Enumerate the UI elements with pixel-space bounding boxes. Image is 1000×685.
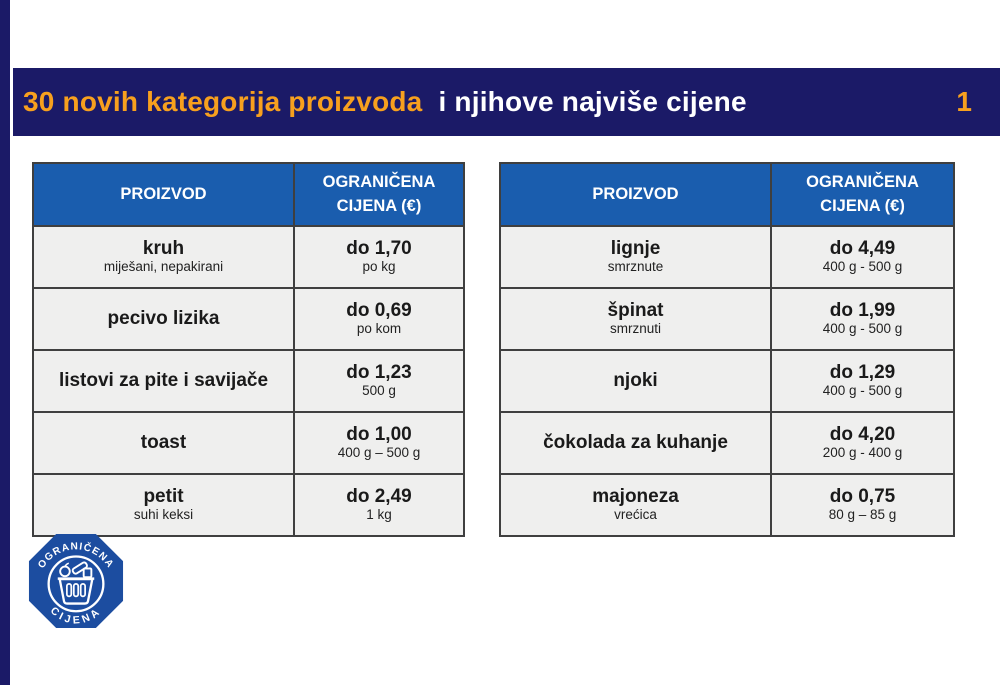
price-unit: po kg bbox=[362, 259, 396, 275]
column-header-price: OGRANIČENA CIJENA (€) bbox=[770, 162, 955, 227]
product-cell: špinat smrznuti bbox=[499, 287, 772, 351]
page-title-rest: i njihove najviše cijene bbox=[438, 86, 747, 117]
product-name: toast bbox=[140, 432, 187, 454]
product-note: miješani, nepakirani bbox=[103, 259, 224, 275]
table-row: lignje smrznute do 4,49 400 g - 500 g bbox=[499, 225, 955, 289]
table-row: listovi za pite i savijače do 1,23 500 g bbox=[32, 349, 465, 413]
page-title: 30 novih kategorija proizvoda i njihove … bbox=[23, 86, 747, 118]
column-header-product: PROIZVOD bbox=[32, 162, 295, 227]
product-note: smrznute bbox=[607, 259, 664, 275]
price-unit: 400 g - 500 g bbox=[822, 321, 903, 337]
price-unit: 1 kg bbox=[366, 507, 392, 523]
price-unit: po kom bbox=[356, 321, 402, 337]
grocery-carton-icon bbox=[82, 567, 93, 579]
product-cell: petit suhi keksi bbox=[32, 473, 295, 537]
grocery-baguette-icon bbox=[71, 561, 88, 575]
price-value: do 1,70 bbox=[346, 237, 412, 259]
product-name: špinat bbox=[607, 299, 664, 321]
price-cell: do 1,99 400 g - 500 g bbox=[770, 287, 955, 351]
price-unit: 500 g bbox=[362, 383, 396, 399]
basket-body-icon bbox=[58, 577, 94, 605]
table-row: kruh miješani, nepakirani do 1,70 po kg bbox=[32, 225, 465, 289]
page-number: 1 bbox=[956, 86, 972, 117]
table-row: njoki do 1,29 400 g - 500 g bbox=[499, 349, 955, 413]
basket-slot-icon bbox=[66, 583, 73, 598]
table-row: čokolada za kuhanje do 4,20 200 g - 400 … bbox=[499, 411, 955, 475]
price-value: do 1,00 bbox=[346, 423, 412, 445]
table-row: pecivo lizika do 0,69 po kom bbox=[32, 287, 465, 351]
product-name: čokolada za kuhanje bbox=[543, 432, 728, 454]
price-cell: do 4,20 200 g - 400 g bbox=[770, 411, 955, 475]
table-header-row: PROIZVOD OGRANIČENA CIJENA (€) bbox=[32, 162, 465, 227]
page-title-accent: 30 novih kategorija proizvoda bbox=[23, 86, 423, 117]
ogranicena-cijena-logo: OGRANIČENA CIJENA bbox=[28, 533, 124, 629]
price-value: do 0,75 bbox=[829, 485, 896, 507]
product-name: listovi za pite i savijače bbox=[58, 370, 269, 392]
price-value: do 2,49 bbox=[346, 485, 412, 507]
basket-slot-icon bbox=[72, 583, 80, 598]
price-cell: do 2,49 1 kg bbox=[293, 473, 465, 537]
price-value: do 0,69 bbox=[346, 299, 412, 321]
product-cell: njoki bbox=[499, 349, 772, 413]
logo-circle-ring bbox=[47, 555, 105, 613]
column-header-price: OGRANIČENA CIJENA (€) bbox=[293, 162, 465, 227]
octagon-shape bbox=[28, 533, 124, 629]
price-cell: do 1,29 400 g - 500 g bbox=[770, 349, 955, 413]
basket-slot-icon bbox=[79, 583, 86, 598]
column-header-product: PROIZVOD bbox=[499, 162, 772, 227]
product-cell: kruh miješani, nepakirani bbox=[32, 225, 295, 289]
price-value: do 1,23 bbox=[346, 361, 412, 383]
product-cell: majoneza vrećica bbox=[499, 473, 772, 537]
product-cell: toast bbox=[32, 411, 295, 475]
product-note: vrećica bbox=[614, 507, 657, 523]
price-value: do 4,20 bbox=[829, 423, 896, 445]
table-header-row: PROIZVOD OGRANIČENA CIJENA (€) bbox=[499, 162, 955, 227]
product-name: petit bbox=[143, 485, 184, 507]
product-name: majoneza bbox=[592, 485, 679, 507]
price-unit: 400 g - 500 g bbox=[822, 259, 903, 275]
price-unit: 400 g – 500 g bbox=[337, 445, 421, 461]
product-cell: listovi za pite i savijače bbox=[32, 349, 295, 413]
price-value: do 4,49 bbox=[829, 237, 896, 259]
price-unit: 80 g – 85 g bbox=[828, 507, 897, 523]
price-cell: do 0,69 po kom bbox=[293, 287, 465, 351]
price-value: do 1,99 bbox=[829, 299, 896, 321]
price-unit: 400 g - 500 g bbox=[822, 383, 903, 399]
price-cell: do 1,00 400 g – 500 g bbox=[293, 411, 465, 475]
apple-stem-icon bbox=[64, 562, 69, 567]
price-cell: do 1,70 po kg bbox=[293, 225, 465, 289]
product-cell: lignje smrznute bbox=[499, 225, 772, 289]
product-name: kruh bbox=[142, 237, 185, 259]
table-row: špinat smrznuti do 1,99 400 g - 500 g bbox=[499, 287, 955, 351]
slide-title-band: 30 novih kategorija proizvoda i njihove … bbox=[13, 68, 1000, 136]
table-row: majoneza vrećica do 0,75 80 g – 85 g bbox=[499, 473, 955, 537]
product-name: pecivo lizika bbox=[107, 308, 220, 330]
table-row: petit suhi keksi do 2,49 1 kg bbox=[32, 473, 465, 537]
product-cell: čokolada za kuhanje bbox=[499, 411, 772, 475]
product-name: njoki bbox=[613, 370, 658, 392]
price-cell: do 4,49 400 g - 500 g bbox=[770, 225, 955, 289]
price-value: do 1,29 bbox=[829, 361, 896, 383]
price-cap-badge-icon: OGRANIČENA CIJENA bbox=[28, 533, 124, 629]
table-row: toast do 1,00 400 g – 500 g bbox=[32, 411, 465, 475]
product-note: smrznuti bbox=[609, 321, 661, 337]
product-name: lignje bbox=[610, 237, 661, 259]
price-table-left: PROIZVOD OGRANIČENA CIJENA (€) kruh mije… bbox=[32, 162, 465, 537]
product-note: suhi keksi bbox=[133, 507, 194, 523]
left-edge-bar bbox=[0, 0, 10, 685]
product-cell: pecivo lizika bbox=[32, 287, 295, 351]
price-unit: 200 g - 400 g bbox=[822, 445, 903, 461]
price-cell: do 0,75 80 g – 85 g bbox=[770, 473, 955, 537]
price-cell: do 1,23 500 g bbox=[293, 349, 465, 413]
price-table-right: PROIZVOD OGRANIČENA CIJENA (€) lignje sm… bbox=[499, 162, 955, 537]
